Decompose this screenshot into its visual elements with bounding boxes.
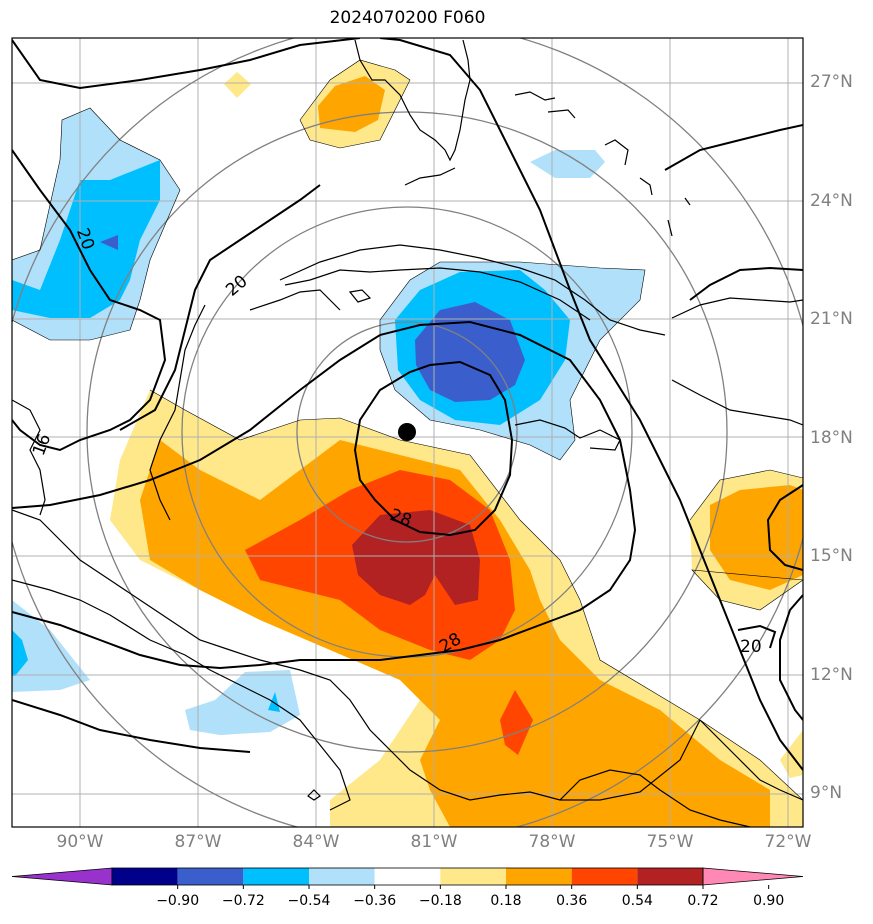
colorbar-segment	[374, 868, 441, 885]
latitude-label: 9°N	[810, 783, 843, 803]
longitude-label: 90°W	[56, 832, 104, 852]
contour-label: 16	[29, 431, 55, 458]
anomaly-0.36-region	[710, 485, 803, 590]
colorbar-segment	[506, 868, 572, 885]
colorbar-tick-label: −0.54	[287, 893, 331, 909]
longitude-label: 87°W	[174, 832, 222, 852]
colorbar-segment	[243, 868, 309, 885]
colorbar-tick-label: 0.36	[556, 893, 588, 909]
colorbar-segment	[637, 868, 703, 885]
coastlines	[12, 39, 803, 827]
latitude-label: 27°N	[810, 72, 853, 92]
colorbar-segment	[571, 868, 638, 885]
anomaly-0.54-region	[500, 690, 533, 755]
colorbar-tick-label: 0.90	[753, 893, 785, 909]
anomaly-neg0.36-region	[12, 160, 160, 318]
grid-lines	[12, 38, 803, 827]
colorbar-tick-label: 0.72	[687, 893, 719, 909]
colorbar-tick-label: −0.90	[156, 893, 200, 909]
anomaly-neg0.54-region	[415, 302, 525, 402]
map-frame	[11, 37, 804, 828]
longitude-label: 72°W	[764, 832, 812, 852]
colorbar-segment	[112, 868, 178, 885]
contour-lines	[12, 38, 803, 771]
latitude-label: 15°N	[810, 546, 853, 566]
colorbar-extend-low	[11, 867, 113, 886]
latitude-label: 18°N	[810, 427, 853, 448]
contour-label: 20	[222, 271, 251, 300]
anomaly-0.36-region	[318, 76, 385, 132]
colorbar-tick-label: 0.54	[621, 893, 653, 909]
anomaly-0.18-region	[224, 72, 251, 98]
colorbar-extend-high	[702, 867, 804, 886]
longitude-label: 81°W	[410, 832, 458, 852]
colorbar-segment	[177, 868, 244, 885]
chart-title: 2024070200 F060	[329, 8, 486, 28]
colorbar-tick-label: −0.18	[418, 893, 462, 909]
colorbar-tick-label: −0.36	[353, 893, 397, 909]
latitude-label: 21°N	[810, 309, 853, 329]
longitude-label: 84°W	[292, 832, 340, 852]
anomaly-neg0.36-region	[12, 630, 28, 676]
colorbar-tick-label: −0.72	[221, 893, 265, 909]
anomaly-neg0.54-region	[100, 235, 118, 250]
latitude-label: 24°N	[810, 190, 853, 211]
colorbar-segment	[309, 868, 375, 885]
anomaly-neg0.18-region	[185, 670, 300, 735]
latitude-label: 12°N	[810, 664, 853, 685]
longitude-label: 78°W	[528, 832, 576, 852]
colorbar	[11, 867, 804, 889]
shaded-anomaly-field	[12, 60, 803, 827]
colorbar-tick-label: 0.18	[490, 893, 522, 909]
longitude-label: 75°W	[646, 832, 694, 852]
anomaly-neg0.18-region	[530, 150, 605, 178]
colorbar-border	[111, 867, 704, 886]
anomaly-neg0.18-region	[12, 600, 90, 692]
colorbar-segment	[440, 868, 506, 885]
contour-label: 20	[740, 637, 762, 657]
storm-center-marker	[398, 423, 416, 441]
